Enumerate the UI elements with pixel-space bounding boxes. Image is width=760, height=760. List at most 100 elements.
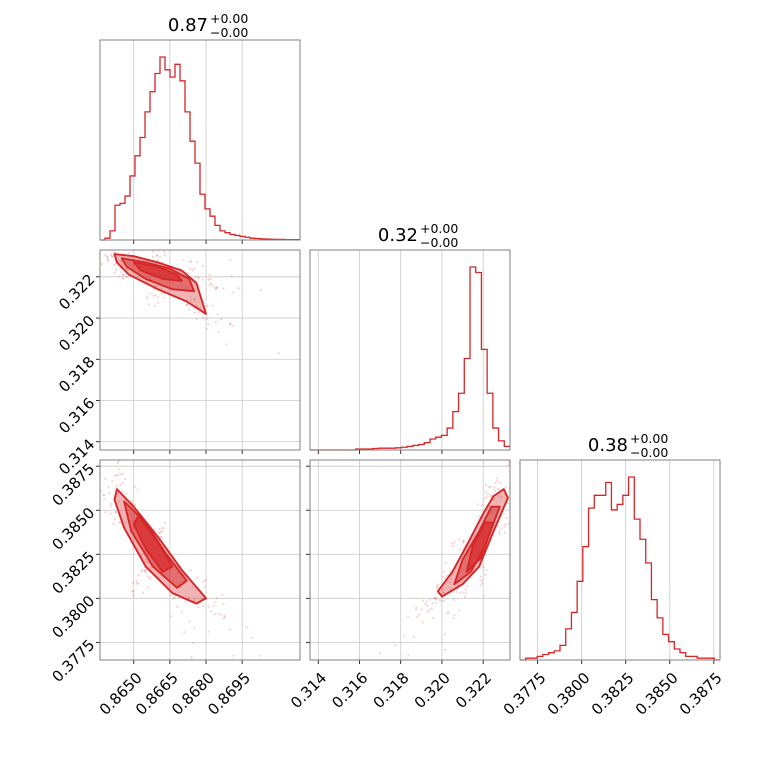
joint-p0-p2-sample-point bbox=[117, 500, 120, 503]
joint-p1-p2-sample-point bbox=[480, 563, 483, 567]
joint-p0-p2-sample-point bbox=[104, 477, 107, 480]
x-tick-label-p2-3: 0.3850 bbox=[632, 669, 682, 719]
joint-p1-p2-sample-point bbox=[497, 530, 501, 533]
joint-p0-p2-sample-point bbox=[137, 582, 140, 585]
x-tick-label-p2-4: 0.3875 bbox=[676, 669, 726, 719]
joint-p0-p1-sample-point bbox=[156, 296, 160, 299]
joint-p0-p2-sample-point bbox=[134, 485, 137, 488]
joint-p0-p2-sample-point bbox=[132, 590, 135, 593]
joint-p0-p2-sample-point bbox=[232, 654, 235, 657]
joint-p1-p2-sample-point bbox=[499, 481, 502, 484]
joint-p0-p1-sample-point bbox=[149, 292, 152, 295]
joint-p0-p1-sample-point bbox=[211, 284, 214, 288]
joint-p0-p2-sample-point bbox=[147, 575, 150, 578]
joint-p0-p1-sample-point bbox=[230, 274, 233, 278]
joint-p0-p2-sample-point bbox=[147, 561, 150, 564]
joint-p1-p2-sample-point bbox=[438, 599, 441, 602]
joint-p0-p2-sample-point bbox=[158, 531, 161, 534]
joint-p0-p1-sample-point bbox=[194, 276, 197, 279]
joint-p0-p1-sample-point bbox=[109, 253, 113, 256]
joint-p0-p1-sample-point bbox=[122, 277, 125, 280]
joint-p1-p2-sample-point bbox=[514, 493, 516, 495]
joint-p1-p2-sample-point bbox=[504, 486, 508, 489]
joint-p0-p2-contour-2 bbox=[132, 514, 174, 573]
joint-p1-p2-sample-point bbox=[490, 494, 493, 497]
joint-p1-p2-sample-point bbox=[430, 607, 434, 610]
joint-p0-p1-sample-point bbox=[277, 352, 280, 355]
joint-p0-p2-sample-point bbox=[98, 475, 100, 477]
joint-p0-p2-sample-point bbox=[116, 474, 119, 477]
joint-p0-p1-sample-point bbox=[187, 272, 190, 275]
joint-p0-p2-sample-point bbox=[119, 473, 122, 476]
joint-p0-p1-sample-point bbox=[90, 244, 92, 246]
joint-p1-p2-sample-point bbox=[498, 494, 501, 497]
joint-p1-p2-sample-point bbox=[379, 652, 382, 655]
joint-p1-p2-sample-point bbox=[515, 453, 517, 455]
joint-p1-p2-sample-point bbox=[494, 481, 497, 484]
joint-p0-p1-sample-point bbox=[201, 278, 204, 281]
histogram-p0 bbox=[100, 56, 300, 241]
joint-p0-p1-sample-point bbox=[120, 271, 123, 274]
joint-p0-p2-sample-point bbox=[142, 591, 145, 594]
joint-p0-p2-sample-point bbox=[115, 485, 118, 488]
joint-p0-p1-sample-point bbox=[208, 283, 211, 286]
histogram-p2 bbox=[520, 476, 720, 661]
joint-p1-p2-sample-point bbox=[538, 443, 540, 445]
joint-p0-p1-sample-point bbox=[97, 241, 99, 243]
joint-p0-p1-sample-point bbox=[119, 259, 122, 262]
joint-p0-p1-sample-point bbox=[232, 291, 235, 294]
joint-p1-p2-sample-point bbox=[478, 515, 481, 518]
joint-p1-p2-sample-point bbox=[500, 495, 503, 499]
joint-p0-p2-sample-point bbox=[184, 600, 187, 603]
joint-p0-p1-sample-point bbox=[106, 256, 109, 259]
joint-p0-p1-sample-point bbox=[201, 265, 204, 268]
joint-p0-p2-sample-point bbox=[193, 627, 196, 630]
y-tick-label-p1-3: 0.320 bbox=[55, 312, 98, 355]
joint-p1-p2-sample-point bbox=[481, 504, 484, 507]
joint-p1-p2-plot bbox=[379, 443, 541, 657]
joint-p0-p2-sample-point bbox=[77, 438, 79, 440]
joint-p0-p1-sample-point bbox=[206, 317, 209, 320]
joint-p0-p2-sample-point bbox=[97, 468, 99, 470]
joint-p0-p1-sample-point bbox=[151, 250, 154, 253]
x-tick-label-p2-0: 0.3775 bbox=[500, 669, 550, 719]
joint-p0-p2-sample-point bbox=[214, 601, 217, 604]
joint-p1-p2-sample-point bbox=[497, 488, 500, 491]
joint-p0-p2-sample-point bbox=[163, 521, 166, 524]
y-tick-label-p1-4: 0.322 bbox=[55, 270, 98, 313]
joint-p1-p2-sample-point bbox=[424, 603, 427, 606]
joint-p0-p2-sample-point bbox=[110, 502, 113, 505]
joint-p0-p1-sample-point bbox=[117, 275, 120, 278]
joint-p1-p2-sample-point bbox=[466, 585, 469, 588]
joint-p1-p2-sample-point bbox=[447, 611, 450, 614]
joint-p0-p1-sample-point bbox=[190, 260, 193, 263]
joint-p1-p2-sample-point bbox=[485, 568, 488, 571]
joint-p0-p2-sample-point bbox=[103, 494, 106, 497]
joint-p0-p1-sample-point bbox=[91, 243, 93, 245]
joint-p1-p2-sample-point bbox=[406, 615, 410, 618]
joint-p1-p2-sample-point bbox=[539, 449, 541, 451]
y-tick-label-p2-2: 0.3825 bbox=[49, 548, 99, 598]
joint-p0-p2-sample-point bbox=[103, 498, 106, 501]
joint-p1-p2-sample-point bbox=[416, 615, 419, 619]
joint-p0-p2-sample-point bbox=[217, 612, 220, 615]
joint-p0-p2-sample-point bbox=[162, 527, 166, 530]
joint-p1-p2-sample-point bbox=[463, 595, 466, 599]
joint-p0-p2-sample-point bbox=[114, 511, 117, 514]
joint-p1-p2-sample-point bbox=[414, 608, 417, 611]
joint-p0-p2-sample-point bbox=[101, 493, 104, 496]
joint-p1-p2-sample-point bbox=[504, 523, 507, 526]
joint-p0-p2-sample-point bbox=[210, 610, 213, 613]
joint-p0-p2-sample-point bbox=[220, 613, 223, 616]
joint-p1-p2-sample-point bbox=[464, 588, 467, 591]
joint-p0-p1-sample-point bbox=[146, 297, 149, 300]
joint-p1-p2-sample-point bbox=[428, 598, 431, 601]
joint-p1-p2-sample-point bbox=[489, 495, 492, 498]
joint-p0-p1-sample-point bbox=[193, 298, 196, 301]
joint-p0-p2-sample-point bbox=[212, 605, 215, 608]
joint-p0-p1-sample-point bbox=[158, 255, 161, 259]
joint-p0-p1-sample-point bbox=[96, 233, 98, 235]
joint-p0-p1-sample-point bbox=[215, 286, 218, 289]
joint-p0-p2-sample-point bbox=[149, 576, 152, 579]
joint-p1-p2-sample-point bbox=[503, 531, 506, 534]
